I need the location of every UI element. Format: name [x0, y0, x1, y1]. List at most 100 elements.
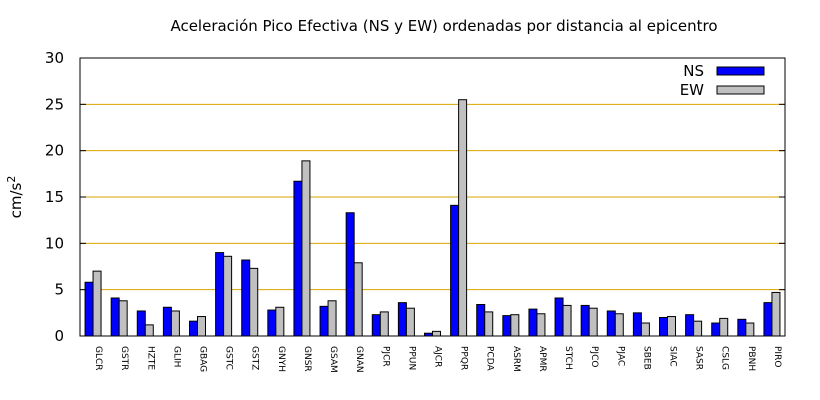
y-tick-label: 15 [45, 188, 64, 206]
bar-ns-glcr [84, 281, 94, 337]
bars [84, 99, 781, 337]
x-tick-label: PJAC [615, 346, 625, 366]
x-tick-label: GLIH [171, 346, 181, 367]
x-tick-label: PPUN [406, 346, 416, 370]
bar-ns-cslg [711, 322, 721, 337]
bar-ns-sbeb [632, 312, 642, 337]
x-tick-label: GNSR [302, 346, 312, 372]
bar-ns-ppun [397, 302, 407, 337]
svg-text:cm/s2: cm/s2 [5, 176, 25, 219]
bar-ew-gbag [197, 316, 206, 337]
bar-ns-siac [659, 316, 668, 337]
x-tick-label: SBEB [641, 346, 651, 370]
bar-ew-asrm [510, 314, 520, 337]
bar-ew-gstz [249, 267, 259, 337]
bar-ew-pjcr [379, 311, 389, 337]
bar-ew-ppun [405, 307, 415, 337]
bar-ew-gnan [353, 262, 363, 337]
bar-ns-asrm [502, 315, 512, 337]
bar-ns-hzte [136, 310, 146, 337]
x-tick-label: STCH [563, 346, 573, 370]
legend-label-ns: NS [683, 62, 704, 80]
x-tick-label: PPQR [459, 346, 469, 370]
x-tick-label: GSAM [328, 346, 338, 373]
bar-ew-apmr [536, 313, 546, 337]
bar-ew-sasr [693, 320, 703, 337]
bar-ew-pjac [614, 313, 624, 337]
x-tick-label: GNAN [354, 346, 364, 373]
y-tick-label: 5 [54, 281, 64, 299]
x-tick-label: APMR [537, 346, 547, 372]
bar-ew-siac [667, 316, 676, 337]
x-tick-label: HZTE [145, 346, 155, 370]
x-tick-label: PIRO [772, 346, 782, 367]
x-tick-label: AJCR [433, 346, 443, 367]
x-tick-label: CSLG [720, 346, 730, 370]
x-tick-label: GBAG [198, 346, 208, 372]
bar-ns-pbnh [737, 318, 747, 337]
x-tick-label: ASRM [511, 346, 521, 372]
bar-ns-pjcr [371, 314, 381, 337]
bar-ns-pcda [476, 303, 486, 337]
bar-ns-glih [162, 306, 172, 337]
bar-ns-apmr [528, 308, 538, 337]
bar-ew-glih [170, 310, 180, 337]
bar-ew-glcr [92, 270, 102, 337]
bar-ew-ajcr [432, 330, 441, 337]
y-tick-label: 0 [54, 327, 64, 345]
grid-lines [80, 103, 785, 291]
y-tick-label: 30 [45, 49, 64, 67]
y-tick-label: 10 [45, 234, 64, 252]
bar-ew-gstr [118, 300, 128, 337]
x-tick-label: SASR [694, 346, 704, 370]
chart-title: Aceleración Pico Efectiva (NS y EW) orde… [170, 17, 717, 35]
x-tick-label: GSTZ [250, 346, 260, 370]
bar-ew-gnsr [301, 160, 311, 337]
bar-ns-gstr [110, 297, 120, 337]
x-tick-label: GSTR [119, 346, 129, 370]
x-tick-label: PCDA [485, 346, 495, 371]
y-ticks: 0 5 10 15 20 25 30 [45, 49, 785, 345]
y-tick-label: 20 [45, 142, 64, 160]
bar-ew-gstc [223, 255, 233, 337]
bar-ns-sasr [685, 314, 695, 337]
bar-ew-pjco [588, 307, 598, 337]
x-tick-label: PJCR [380, 346, 390, 367]
bar-ew-sbeb [640, 322, 650, 337]
legend-label-ew: EW [680, 81, 704, 99]
x-tick-label: GSTC [224, 346, 234, 370]
bar-ns-gsam [319, 305, 329, 337]
bar-ns-pjac [606, 310, 616, 337]
bar-ns-gnan [345, 212, 355, 337]
y-axis-label-exponent: 2 [5, 176, 18, 183]
y-axis-label: cm/s2 [5, 176, 25, 219]
bar-ns-gnsr [293, 180, 303, 337]
bar-ns-pjco [580, 304, 590, 337]
bar-ew-piro [771, 291, 781, 337]
x-tick-label: PJCO [589, 346, 599, 367]
bar-ns-ppqr [450, 204, 460, 337]
bar-ns-gstz [241, 259, 251, 337]
legend-swatch-ew [716, 85, 765, 95]
x-tick-label: PBNH [746, 346, 756, 371]
bar-ew-pbnh [745, 322, 755, 337]
y-tick-label: 25 [45, 95, 64, 113]
bar-ew-hzte [144, 324, 154, 337]
y-axis-label-text: cm/s [7, 182, 25, 218]
legend-swatch-ns [716, 66, 765, 76]
bar-ns-gstc [215, 252, 225, 337]
x-tick-label: SIAC [668, 346, 678, 367]
bar-ew-pcda [484, 311, 494, 337]
bar-ns-piro [763, 302, 773, 337]
x-tick-label: GLCR [93, 346, 103, 371]
x-tick-label: GNYH [276, 346, 286, 372]
bar-ns-gbag [189, 320, 198, 337]
bar-ns-stch [554, 297, 564, 337]
x-ticks: GLCR GSTR HZTE GLIH GBAG GSTC GSTZ GNYH GNSR GSAM… [93, 346, 782, 373]
bar-ew-ppqr [458, 99, 468, 337]
bar-ns-gnyh [267, 309, 277, 337]
bar-ew-gnyh [275, 306, 285, 337]
bar-ew-gsam [327, 300, 337, 337]
